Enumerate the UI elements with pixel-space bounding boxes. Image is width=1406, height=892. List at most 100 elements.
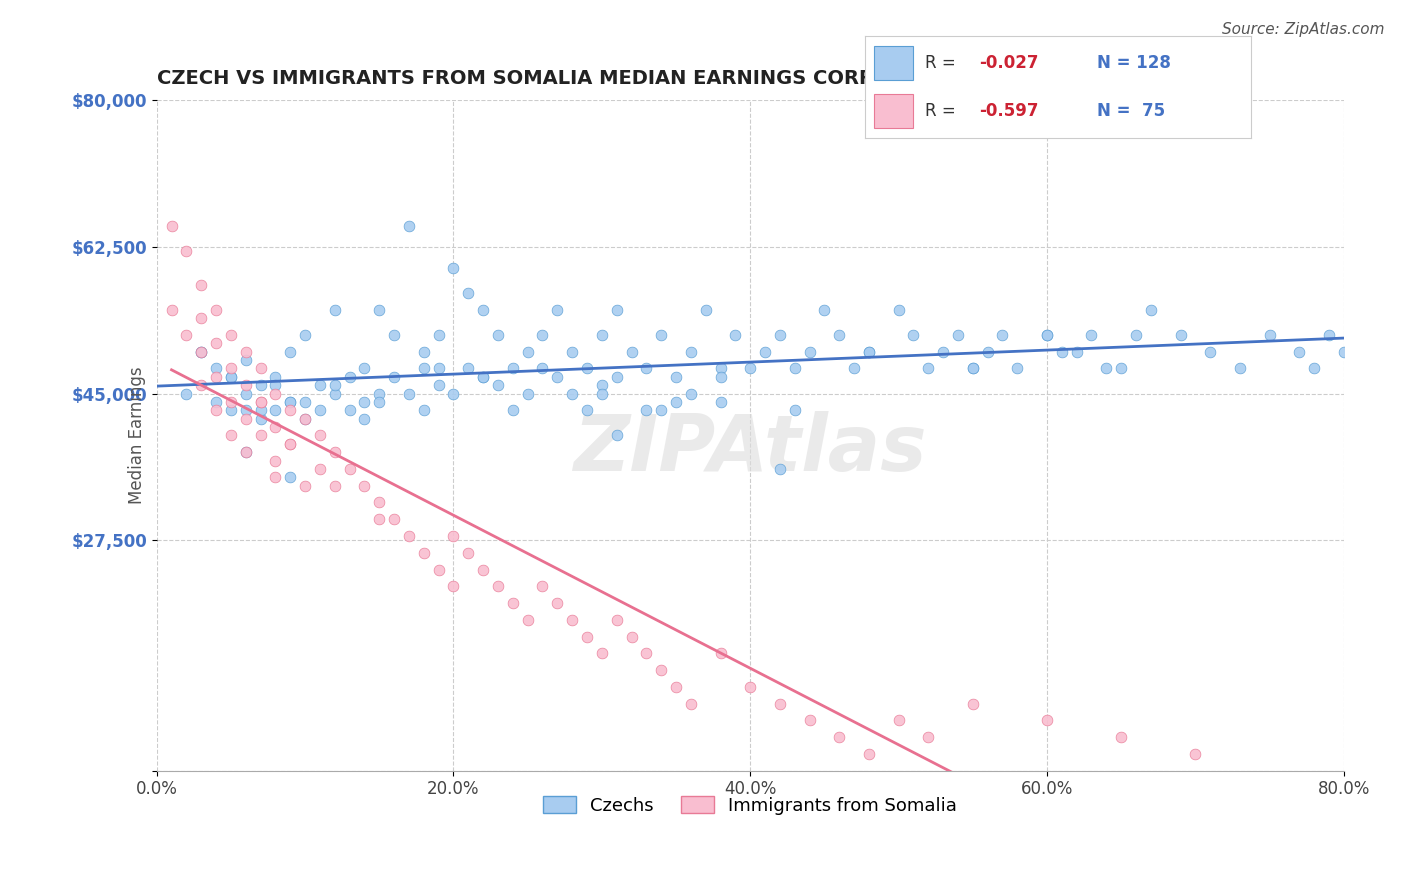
Point xyxy=(353,361,375,376)
Point xyxy=(443,260,465,275)
Point xyxy=(219,403,242,417)
Point xyxy=(887,302,910,317)
Point xyxy=(235,344,257,359)
Point xyxy=(457,285,479,300)
Point xyxy=(235,353,257,368)
Text: N = 128: N = 128 xyxy=(1097,54,1171,72)
Point xyxy=(264,420,287,434)
Point xyxy=(382,512,405,526)
Point xyxy=(278,470,301,484)
Point xyxy=(991,327,1014,342)
FancyBboxPatch shape xyxy=(875,46,912,79)
Point xyxy=(813,302,835,317)
Point xyxy=(516,386,538,401)
Point xyxy=(575,361,598,376)
Point xyxy=(1333,344,1355,359)
Point xyxy=(264,453,287,467)
Point xyxy=(591,646,613,660)
Point xyxy=(353,395,375,409)
Point xyxy=(1050,344,1073,359)
Point xyxy=(903,327,925,342)
Point xyxy=(1036,327,1059,342)
Point xyxy=(783,361,806,376)
Point xyxy=(278,395,301,409)
Point xyxy=(962,697,984,711)
Point xyxy=(368,512,391,526)
Point xyxy=(323,302,346,317)
Point xyxy=(235,403,257,417)
Point xyxy=(561,386,583,401)
Text: CZECH VS IMMIGRANTS FROM SOMALIA MEDIAN EARNINGS CORRELATION CHART: CZECH VS IMMIGRANTS FROM SOMALIA MEDIAN … xyxy=(156,69,1046,87)
Point xyxy=(249,395,271,409)
Point xyxy=(427,327,450,342)
Point xyxy=(502,403,524,417)
Point xyxy=(740,361,762,376)
Point xyxy=(278,437,301,451)
Point xyxy=(309,403,332,417)
Point xyxy=(754,344,776,359)
Point xyxy=(339,403,361,417)
Point xyxy=(219,327,242,342)
Point xyxy=(427,562,450,576)
Point xyxy=(962,361,984,376)
Point xyxy=(264,378,287,392)
Text: -0.597: -0.597 xyxy=(979,102,1038,120)
FancyBboxPatch shape xyxy=(875,95,912,128)
Point xyxy=(695,302,717,317)
Point xyxy=(606,613,628,627)
Point xyxy=(828,730,851,744)
Point xyxy=(160,302,183,317)
Point xyxy=(502,596,524,610)
Point xyxy=(323,479,346,493)
Point xyxy=(740,680,762,694)
Point xyxy=(917,730,939,744)
Point xyxy=(799,344,821,359)
Point xyxy=(368,495,391,509)
Point xyxy=(398,386,420,401)
Point xyxy=(709,361,731,376)
Point xyxy=(382,327,405,342)
Point xyxy=(828,327,851,342)
Text: ZIPAtlas: ZIPAtlas xyxy=(574,411,927,487)
Point xyxy=(709,369,731,384)
Point xyxy=(190,311,212,326)
Point xyxy=(382,369,405,384)
Point xyxy=(353,479,375,493)
Point xyxy=(219,369,242,384)
Point xyxy=(1109,730,1132,744)
Point xyxy=(769,697,792,711)
Point xyxy=(650,403,672,417)
Point xyxy=(858,747,880,761)
Point xyxy=(842,361,865,376)
Point xyxy=(309,462,332,476)
Point xyxy=(709,395,731,409)
Point xyxy=(1095,361,1118,376)
Point xyxy=(1288,344,1310,359)
Point xyxy=(412,344,434,359)
Point xyxy=(323,445,346,459)
Point xyxy=(1066,344,1088,359)
Point xyxy=(472,562,495,576)
Text: Source: ZipAtlas.com: Source: ZipAtlas.com xyxy=(1222,22,1385,37)
Point xyxy=(783,403,806,417)
Point xyxy=(561,344,583,359)
Point xyxy=(443,579,465,593)
Point xyxy=(339,462,361,476)
Point xyxy=(235,386,257,401)
Point xyxy=(309,428,332,442)
Point xyxy=(264,369,287,384)
Point xyxy=(724,327,747,342)
Point xyxy=(472,369,495,384)
Point xyxy=(205,403,228,417)
Point xyxy=(264,470,287,484)
Point xyxy=(219,428,242,442)
Point xyxy=(575,403,598,417)
Point xyxy=(531,361,554,376)
Point xyxy=(976,344,998,359)
Point xyxy=(278,395,301,409)
Point xyxy=(531,327,554,342)
Point xyxy=(190,277,212,292)
Point xyxy=(1080,327,1102,342)
Point xyxy=(561,613,583,627)
Point xyxy=(486,327,509,342)
